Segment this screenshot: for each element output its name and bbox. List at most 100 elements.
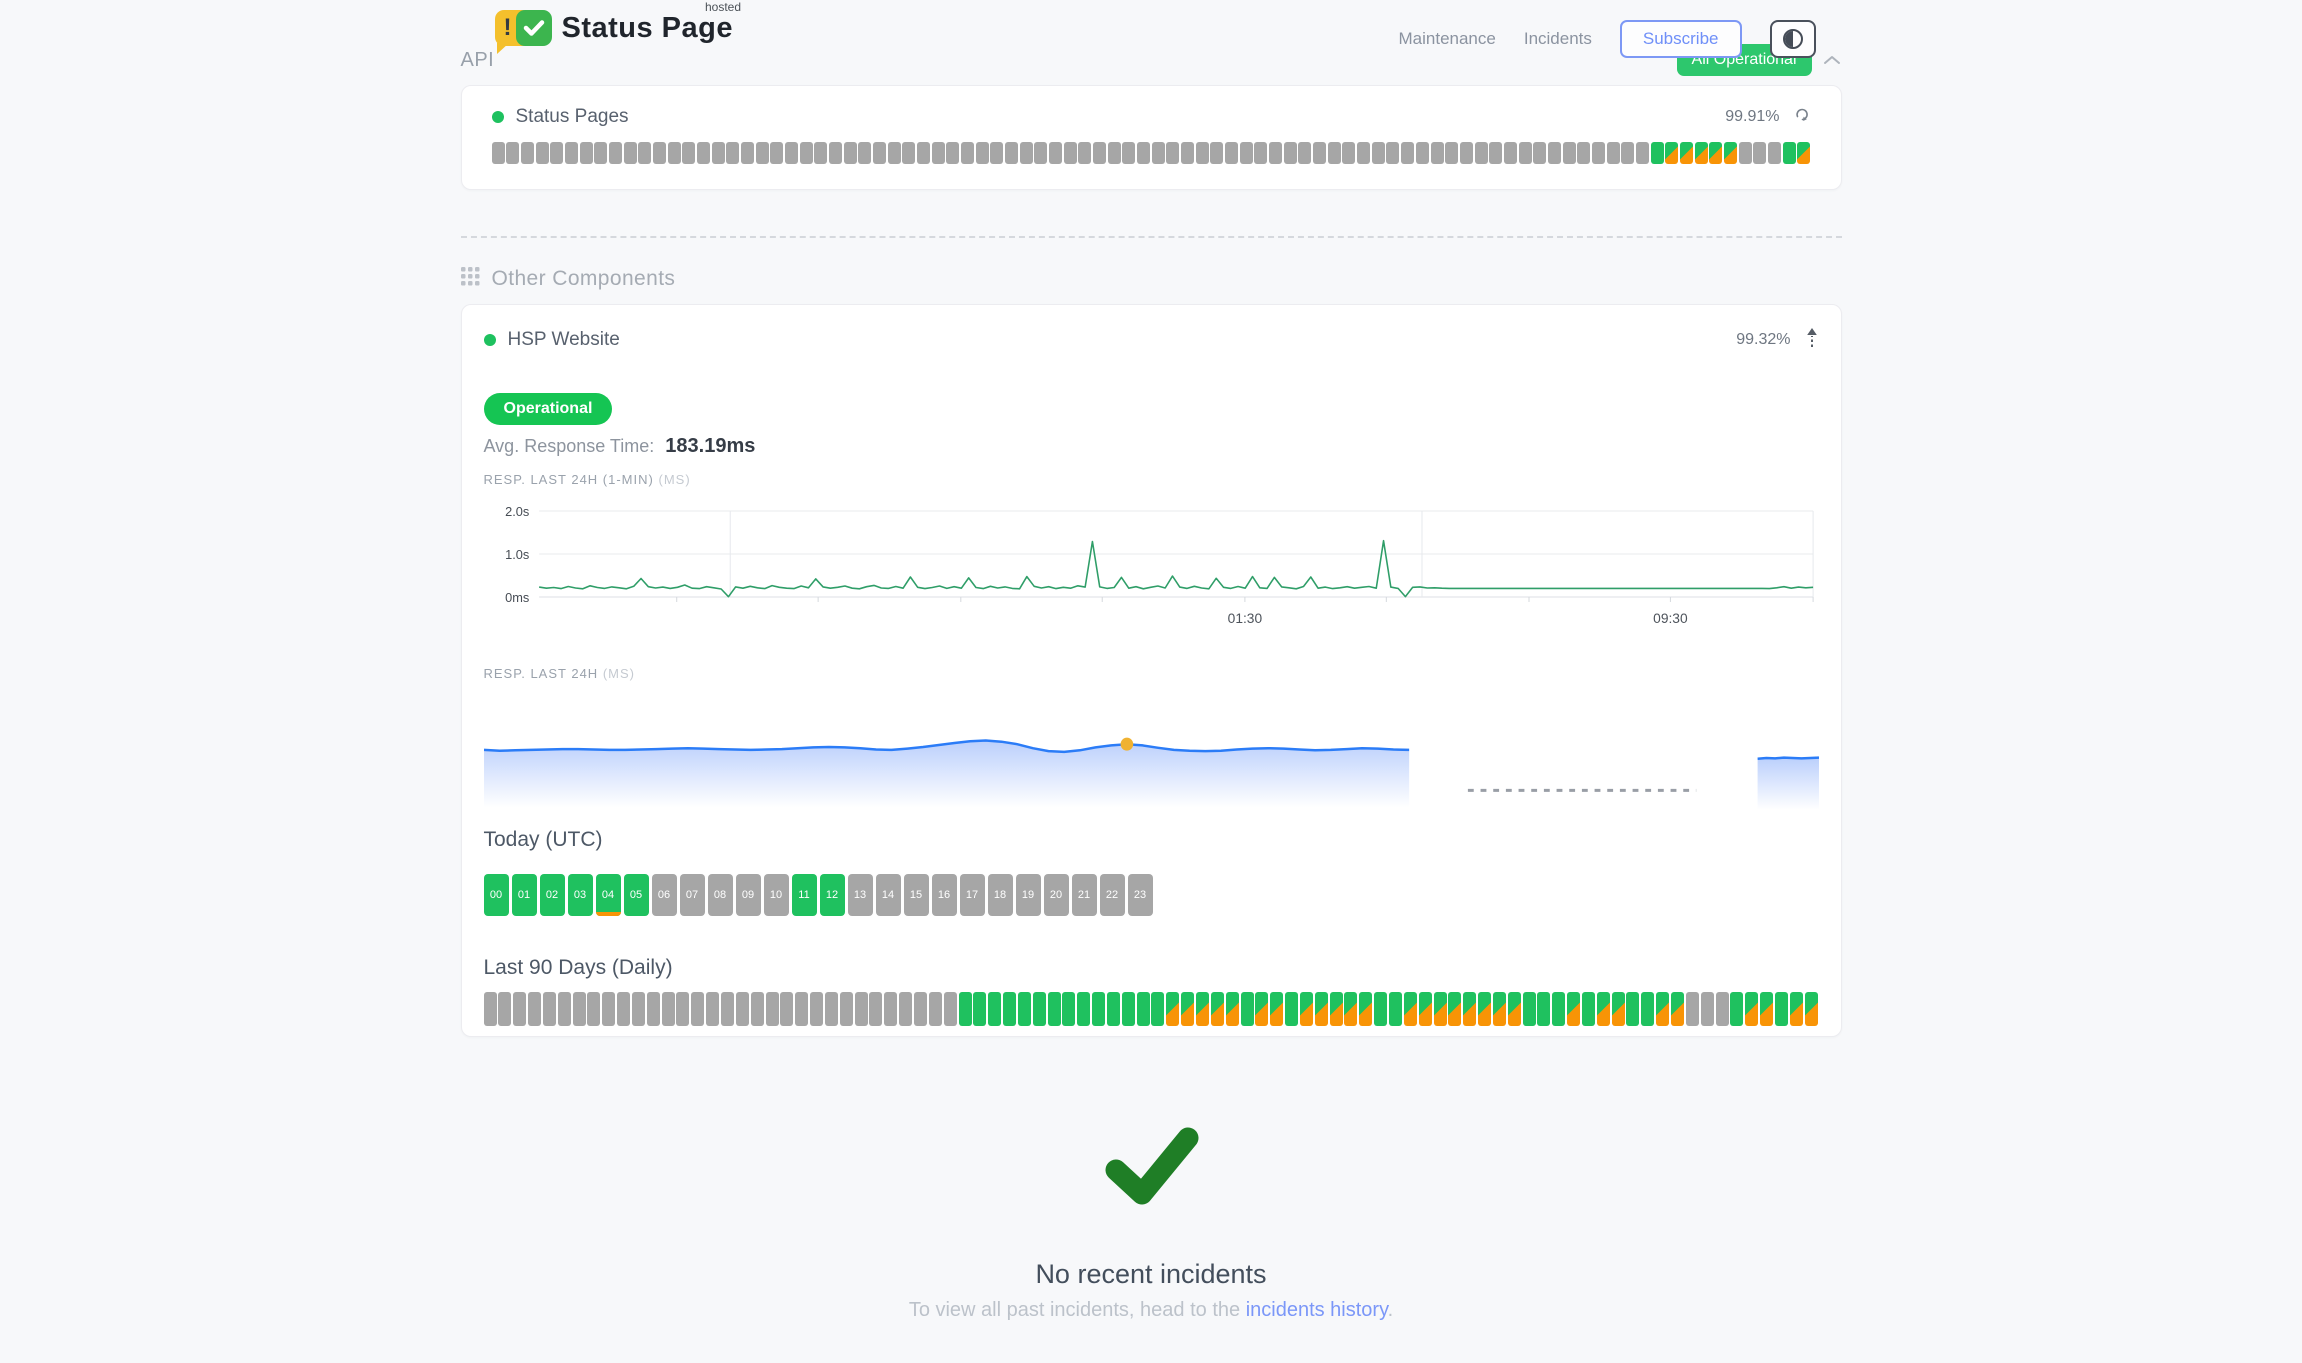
- uptime-bar[interactable]: [498, 992, 512, 1026]
- uptime-bar[interactable]: [1567, 992, 1581, 1026]
- uptime-bar[interactable]: [1388, 992, 1402, 1026]
- uptime-bar[interactable]: [1137, 142, 1151, 164]
- uptime-bar[interactable]: [1723, 142, 1737, 164]
- uptime-bar[interactable]: [1767, 142, 1781, 164]
- uptime-bar[interactable]: [1166, 992, 1180, 1026]
- uptime-bar[interactable]: [1709, 142, 1723, 164]
- uptime-bar[interactable]: [1254, 142, 1268, 164]
- uptime-bar[interactable]: [1298, 142, 1312, 164]
- uptime-bar[interactable]: [1665, 142, 1679, 164]
- uptime-bar[interactable]: [1107, 142, 1121, 164]
- hour-block[interactable]: 03: [567, 874, 593, 916]
- hour-block[interactable]: 06: [651, 874, 677, 916]
- uptime-bar[interactable]: [839, 992, 853, 1026]
- uptime-bar[interactable]: [884, 992, 898, 1026]
- uptime-bar[interactable]: [740, 142, 754, 164]
- uptime-bar[interactable]: [1577, 142, 1591, 164]
- uptime-bar[interactable]: [1635, 142, 1649, 164]
- uptime-bar[interactable]: [1374, 992, 1388, 1026]
- uptime-bar[interactable]: [1342, 142, 1356, 164]
- uptime-bar[interactable]: [491, 142, 505, 164]
- uptime-bar[interactable]: [869, 992, 883, 1026]
- uptime-bar[interactable]: [1581, 992, 1595, 1026]
- uptime-bar[interactable]: [682, 142, 696, 164]
- uptime-bar[interactable]: [1401, 142, 1415, 164]
- uptime-bar[interactable]: [1503, 142, 1517, 164]
- uptime-bar[interactable]: [1448, 992, 1462, 1026]
- uptime-bar[interactable]: [902, 142, 916, 164]
- uptime-bar[interactable]: [828, 142, 842, 164]
- uptime-bar[interactable]: [535, 142, 549, 164]
- uptime-bar[interactable]: [1611, 992, 1625, 1026]
- uptime-bar[interactable]: [854, 992, 868, 1026]
- hour-block[interactable]: 08: [707, 874, 733, 916]
- uptime-bar[interactable]: [1445, 142, 1459, 164]
- uptime-bar[interactable]: [1730, 992, 1744, 1026]
- uptime-bar[interactable]: [602, 992, 616, 1026]
- uptime-bar[interactable]: [1753, 142, 1767, 164]
- uptime-bar[interactable]: [946, 142, 960, 164]
- app-logo[interactable]: ! Status Page hosted: [488, 0, 743, 54]
- uptime-bar[interactable]: [814, 142, 828, 164]
- uptime-bar[interactable]: [1181, 142, 1195, 164]
- hour-block[interactable]: 22: [1099, 874, 1125, 916]
- uptime-bar[interactable]: [542, 992, 556, 1026]
- uptime-bar[interactable]: [770, 142, 784, 164]
- uptime-bar[interactable]: [1547, 142, 1561, 164]
- uptime-bar[interactable]: [735, 992, 749, 1026]
- uptime-bar[interactable]: [1093, 142, 1107, 164]
- hour-block[interactable]: 05: [623, 874, 649, 916]
- uptime-bar[interactable]: [1078, 142, 1092, 164]
- uptime-bar[interactable]: [916, 142, 930, 164]
- uptime-bar[interactable]: [1017, 992, 1031, 1026]
- uptime-bar[interactable]: [661, 992, 675, 1026]
- uptime-bar[interactable]: [483, 992, 497, 1026]
- hour-block[interactable]: 04: [595, 874, 621, 916]
- uptime-bar[interactable]: [1797, 142, 1811, 164]
- uptime-bar[interactable]: [1774, 992, 1788, 1026]
- uptime-bar[interactable]: [750, 992, 764, 1026]
- uptime-bar[interactable]: [887, 142, 901, 164]
- hour-block[interactable]: 10: [763, 874, 789, 916]
- component-row-hsp-website[interactable]: HSP Website 99.32%: [483, 327, 1819, 353]
- uptime-bar[interactable]: [1357, 142, 1371, 164]
- uptime-bar[interactable]: [1196, 992, 1209, 1026]
- uptime-bar[interactable]: [1760, 992, 1774, 1026]
- uptime-bar[interactable]: [990, 142, 1004, 164]
- uptime-bar[interactable]: [1270, 992, 1284, 1026]
- uptime-bar[interactable]: [550, 142, 564, 164]
- hour-block[interactable]: 18: [987, 874, 1013, 916]
- uptime-bar[interactable]: [667, 142, 681, 164]
- uptime-bar[interactable]: [943, 992, 957, 1026]
- uptime-bar[interactable]: [1591, 142, 1605, 164]
- hour-block[interactable]: 00: [483, 874, 509, 916]
- uptime-bar[interactable]: [931, 142, 945, 164]
- nav-incidents[interactable]: Incidents: [1523, 29, 1592, 48]
- refresh-icon[interactable]: [1794, 106, 1811, 128]
- uptime-bar[interactable]: [799, 142, 813, 164]
- uptime-bar[interactable]: [1492, 992, 1506, 1026]
- hour-block[interactable]: 21: [1071, 874, 1097, 916]
- uptime-bar[interactable]: [1671, 992, 1684, 1026]
- uptime-bar[interactable]: [1685, 992, 1699, 1026]
- uptime-bar[interactable]: [1371, 142, 1385, 164]
- uptime-bar[interactable]: [646, 992, 660, 1026]
- uptime-bar[interactable]: [623, 142, 637, 164]
- nav-maintenance[interactable]: Maintenance: [1398, 29, 1496, 48]
- uptime-bar[interactable]: [1299, 992, 1313, 1026]
- uptime-bar[interactable]: [1626, 992, 1640, 1026]
- hour-block[interactable]: 16: [931, 874, 957, 916]
- uptime-bar[interactable]: [1403, 992, 1417, 1026]
- uptime-bar[interactable]: [1121, 992, 1135, 1026]
- uptime-bar[interactable]: [1715, 992, 1729, 1026]
- component-row-status-pages[interactable]: Status Pages 99.91%: [491, 104, 1811, 130]
- uptime-bar[interactable]: [1533, 142, 1547, 164]
- uptime-bar[interactable]: [1283, 142, 1297, 164]
- uptime-bar[interactable]: [1195, 142, 1209, 164]
- hour-block[interactable]: 15: [903, 874, 929, 916]
- uptime-bar[interactable]: [506, 142, 520, 164]
- uptime-bar[interactable]: [1679, 142, 1693, 164]
- uptime-bar[interactable]: [1641, 992, 1655, 1026]
- uptime-bar[interactable]: [1433, 992, 1447, 1026]
- uptime-bar[interactable]: [824, 992, 838, 1026]
